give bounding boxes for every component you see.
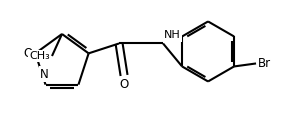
Text: NH: NH	[164, 31, 181, 40]
Text: N: N	[40, 68, 49, 81]
Text: O: O	[119, 78, 129, 91]
Text: O: O	[23, 47, 32, 60]
Text: Br: Br	[258, 57, 271, 70]
Text: CH₃: CH₃	[29, 51, 50, 61]
